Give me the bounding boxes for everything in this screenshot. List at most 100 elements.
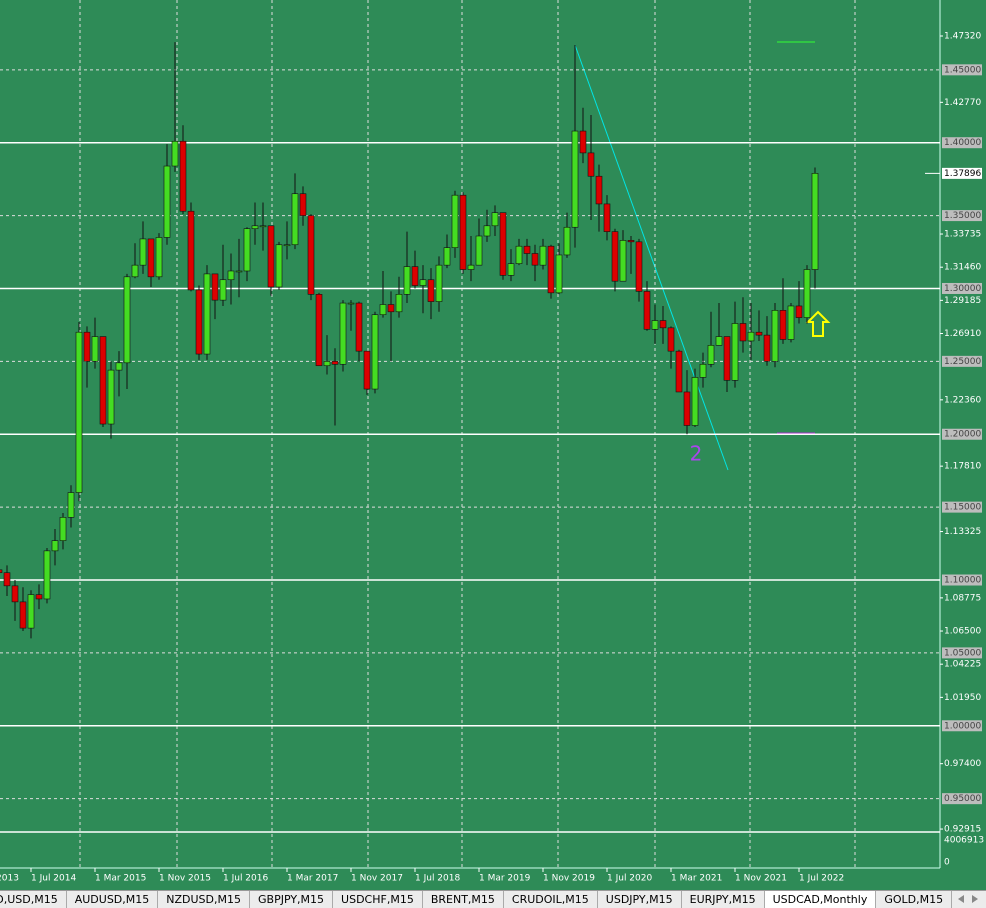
- candle-body: [27, 594, 35, 629]
- y-tick-label: 1.22360: [944, 395, 981, 405]
- candle-body: [651, 320, 659, 330]
- candle-body: [171, 140, 179, 167]
- x-tick-label: 1 Nov 2021: [735, 874, 787, 884]
- symbol-tab[interactable]: USDCHF,M15: [333, 891, 423, 908]
- candle-body: [731, 323, 739, 381]
- symbol-tab[interactable]: USDCAD,Monthly: [764, 891, 877, 908]
- candle-body: [411, 266, 419, 286]
- candle-body: [811, 173, 819, 270]
- candle-body: [619, 240, 627, 282]
- candle-body: [507, 263, 515, 276]
- y-tick-label: 1.33735: [944, 230, 981, 240]
- candle-body: [579, 130, 587, 154]
- y-tick-label: 1.26910: [944, 329, 981, 339]
- candle-body: [195, 289, 203, 355]
- y-tick-label: 1.08775: [944, 593, 981, 603]
- level-label-box: [942, 574, 982, 586]
- candle-body: [163, 165, 171, 238]
- candle-body: [539, 245, 547, 266]
- trend-line: [574, 44, 729, 471]
- candle-body: [131, 264, 139, 278]
- candle-body: [395, 294, 403, 313]
- candle-body: [139, 238, 147, 266]
- price-axis-bg: [940, 0, 986, 890]
- candle-body: [115, 362, 123, 371]
- candle-body: [627, 240, 635, 243]
- x-tick-label: 1 Mar 2021: [671, 874, 722, 884]
- candle-body: [787, 305, 795, 340]
- signal-arrow: [805, 310, 831, 337]
- x-tick-label: 1 Jul 2014: [31, 874, 76, 884]
- candle-body: [427, 279, 435, 302]
- candle-body: [491, 212, 499, 227]
- candle-body: [459, 194, 467, 270]
- x-tick-label: 1 Mar 2015: [95, 874, 146, 884]
- candle-body: [435, 264, 443, 302]
- tab-bar: AUDCAD,USD,M15AUDUSD,M15NZDUSD,M15GBPJPY…: [0, 890, 986, 908]
- symbol-tab[interactable]: BRENT,M15: [423, 891, 504, 908]
- candle-body: [643, 291, 651, 330]
- symbol-tab[interactable]: AUDUSD,M15: [67, 891, 159, 908]
- candle-body: [635, 241, 643, 292]
- candle-body: [483, 225, 491, 237]
- y-tick-label: 1.31460: [944, 263, 981, 273]
- candle-body: [739, 323, 747, 342]
- level-label: 1.40000: [944, 138, 981, 148]
- candle-body: [691, 377, 699, 426]
- candle-body: [611, 231, 619, 282]
- candle-body: [331, 361, 339, 365]
- symbol-tab[interactable]: EURJPY,M15: [682, 891, 765, 908]
- y-tick-label: 0.92915: [944, 825, 981, 835]
- level-label-box: [942, 720, 982, 732]
- level-label: 0.95000: [944, 794, 981, 804]
- candle-body: [755, 331, 763, 336]
- symbol-tab[interactable]: USDJPY,M15: [598, 891, 682, 908]
- candle-body: [363, 350, 371, 390]
- level-label: 1.25000: [944, 357, 981, 367]
- candle-body: [179, 140, 187, 212]
- candle-body: [355, 302, 363, 352]
- level-label-box: [942, 137, 982, 149]
- scroll-left[interactable]: [958, 895, 964, 903]
- candle-body: [683, 391, 691, 426]
- scroll-right[interactable]: [972, 895, 978, 903]
- y-tick-label: 1.17810: [944, 462, 981, 472]
- candle-body: [499, 212, 507, 276]
- symbol-tab[interactable]: CRUDOIL,M15: [504, 891, 598, 908]
- tab-scroll[interactable]: [944, 891, 984, 907]
- candle-body: [475, 235, 483, 266]
- candle-body: [371, 314, 379, 390]
- candle-body: [339, 302, 347, 365]
- candle-body: [91, 336, 99, 362]
- candle-body: [99, 336, 107, 425]
- symbol-tab[interactable]: NZDUSD,M15: [158, 891, 250, 908]
- symbol-tab[interactable]: GOLD,M15: [876, 891, 953, 908]
- candle-body: [419, 279, 427, 286]
- candle-body: [515, 245, 523, 264]
- symbol-tab[interactable]: AUDCAD,USD,M15: [0, 891, 67, 908]
- symbol-tab[interactable]: GBPJPY,M15: [250, 891, 334, 908]
- y-tick-label: 1.06500: [944, 627, 981, 637]
- candle-body: [275, 244, 283, 288]
- candle-body: [51, 540, 59, 552]
- level-label-box: [942, 282, 982, 294]
- candle-body: [555, 254, 563, 294]
- level-label-box: [942, 210, 982, 222]
- current-price-box: [942, 167, 982, 179]
- candle-body: [379, 304, 387, 316]
- candle-body: [779, 310, 787, 340]
- candle-body: [715, 336, 723, 346]
- level-label-box: [942, 793, 982, 805]
- candle-body: [75, 331, 83, 493]
- candle-body: [267, 225, 275, 288]
- x-tick-label: 1 Mar 2019: [479, 874, 531, 884]
- candle-body: [563, 226, 571, 256]
- candle-body: [83, 331, 91, 362]
- candle-body: [699, 363, 707, 378]
- y-tick-label: 1.47320: [944, 32, 981, 42]
- volume-tick-label: 4006913: [944, 836, 984, 846]
- candle-body: [587, 152, 595, 177]
- candle-body: [451, 194, 459, 248]
- x-tick-label: 1 Nov 2017: [351, 874, 403, 884]
- candle-body: [771, 310, 779, 362]
